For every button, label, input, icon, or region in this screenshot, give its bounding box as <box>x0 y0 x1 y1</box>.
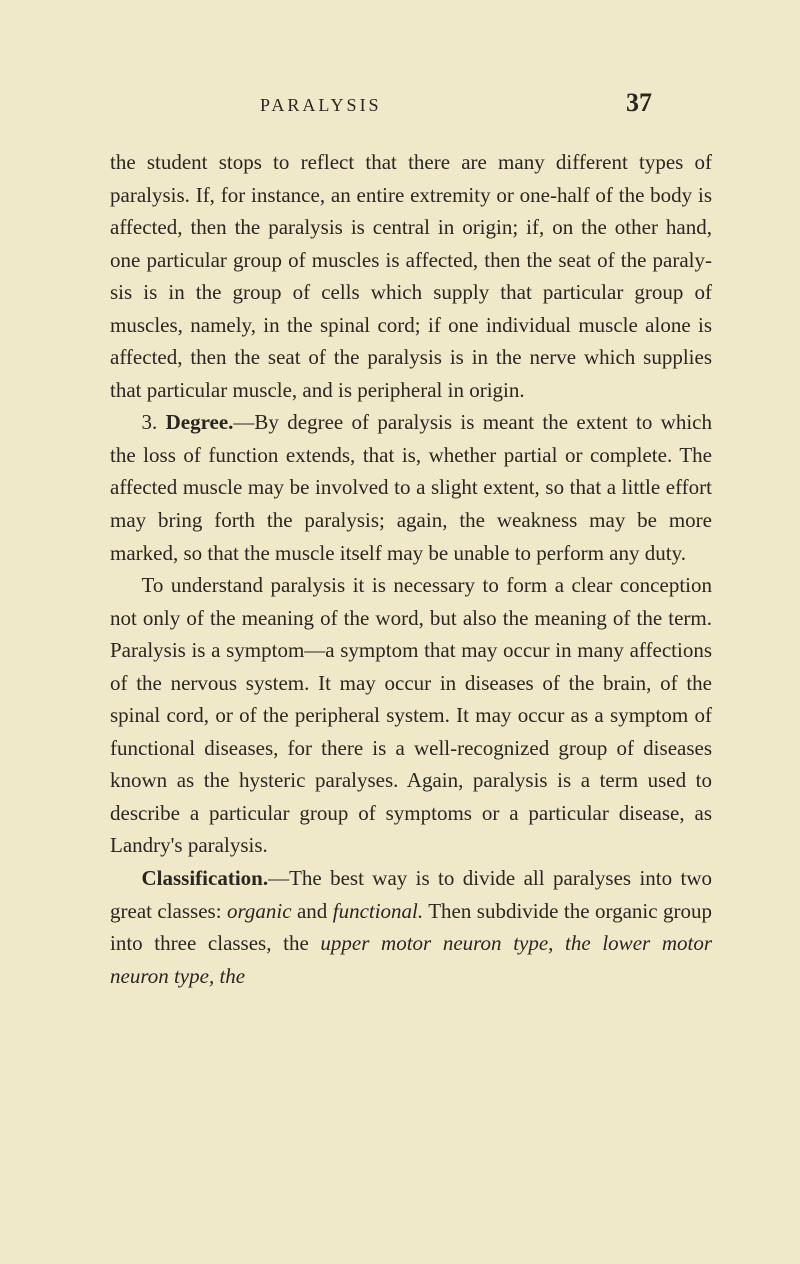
paragraph-1-text: the student stops to reflect that there … <box>110 150 712 402</box>
page-number: 37 <box>626 88 652 118</box>
paragraph-2-number: 3. <box>142 410 166 434</box>
paragraph-4-italic-1: organic <box>227 899 292 923</box>
paragraph-3-text: To understand paralysis it is necessary … <box>110 573 712 857</box>
paragraph-2-heading: Degree. <box>166 410 234 434</box>
paragraph-1: the student stops to reflect that there … <box>110 146 712 406</box>
paragraph-4-text-2: and <box>292 899 333 923</box>
page-header: PARALYSIS 37 <box>110 88 712 118</box>
paragraph-4-heading: Classification. <box>142 866 269 890</box>
paragraph-3: To understand paralysis it is necessary … <box>110 569 712 862</box>
paragraph-4-italic-2: functional. <box>333 899 423 923</box>
paragraph-2: 3. Degree.—By degree of paralysis is mea… <box>110 406 712 569</box>
running-head: PARALYSIS <box>260 95 382 116</box>
paragraph-4: Classification.—The best way is to divid… <box>110 862 712 992</box>
body-text: the student stops to reflect that there … <box>110 146 712 992</box>
